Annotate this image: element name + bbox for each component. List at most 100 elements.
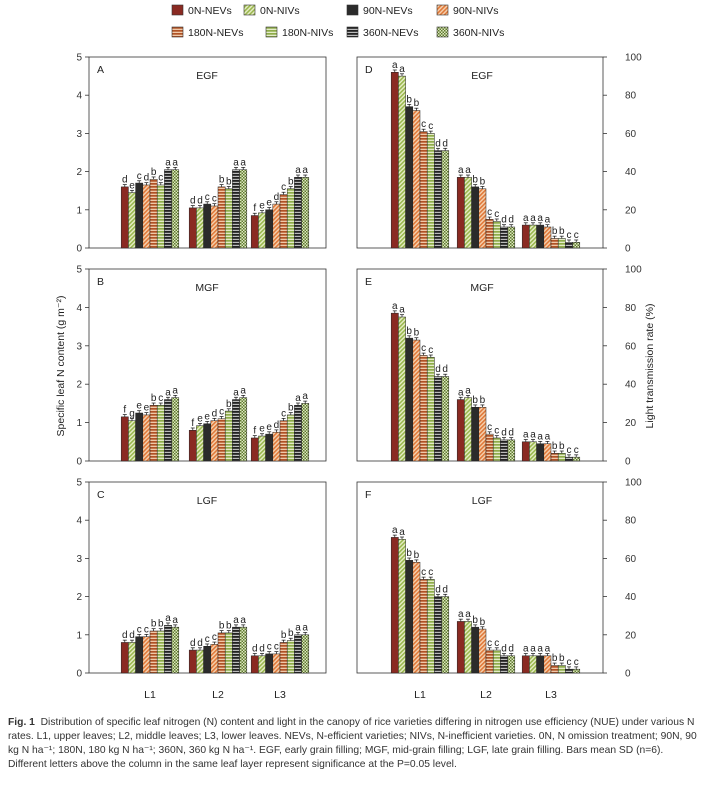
- bar: [557, 665, 566, 674]
- significance-letter: c: [219, 406, 224, 417]
- significance-letter: a: [458, 387, 464, 398]
- bar: [142, 414, 151, 462]
- bar: [456, 399, 465, 462]
- legend-label: 360N-NIVs: [453, 27, 504, 39]
- significance-letter: a: [530, 644, 536, 655]
- bar: [529, 655, 537, 674]
- y-tick-label: 80: [625, 516, 637, 527]
- significance-letter: d: [274, 420, 280, 431]
- significance-letter: a: [537, 644, 543, 655]
- significance-letter: a: [295, 165, 301, 176]
- bar: [224, 410, 233, 462]
- bar: [419, 131, 428, 249]
- bar: [426, 133, 435, 249]
- significance-letter: c: [487, 422, 492, 433]
- significance-letter: d: [501, 215, 507, 226]
- significance-letter: c: [487, 638, 492, 649]
- panel-letter: A: [97, 64, 104, 76]
- y-axis-label-right: Light transmission rate (%): [644, 304, 656, 429]
- bar: [536, 443, 545, 462]
- significance-letter: c: [212, 632, 217, 643]
- significance-letter: c: [574, 657, 579, 668]
- panel-title: EGF: [196, 70, 218, 82]
- bar: [258, 212, 266, 249]
- bar: [135, 636, 144, 674]
- bar: [550, 238, 559, 249]
- significance-letter: b: [406, 548, 412, 559]
- bar: [265, 653, 274, 674]
- bar: [441, 596, 450, 674]
- bar: [135, 182, 144, 249]
- significance-letter: a: [240, 385, 246, 396]
- bar: [572, 456, 581, 462]
- bar: [500, 655, 508, 674]
- x-tick-label: L2: [480, 689, 492, 701]
- significance-letter: a: [165, 387, 171, 398]
- bar: [128, 420, 136, 462]
- bar: [210, 420, 219, 462]
- legend-label: 360N-NEVs: [363, 27, 418, 39]
- bar: [210, 644, 219, 674]
- bar: [398, 539, 406, 674]
- bar: [426, 357, 435, 462]
- significance-letter: c: [137, 624, 142, 635]
- y-tick-label: 80: [625, 91, 637, 102]
- legend-swatch: [436, 4, 449, 16]
- significance-letter: d: [442, 138, 448, 149]
- bar: [412, 110, 421, 249]
- y-tick-label: 0: [625, 244, 631, 255]
- significance-letter: a: [537, 213, 543, 224]
- significance-letter: b: [226, 399, 232, 410]
- bar: [272, 203, 281, 249]
- bar: [164, 169, 172, 249]
- significance-letter: b: [158, 619, 164, 630]
- y-tick-label: 1: [76, 205, 82, 216]
- significance-letter: d: [212, 408, 218, 419]
- significance-letter: d: [508, 644, 514, 655]
- significance-letter: b: [480, 176, 486, 187]
- significance-letter: e: [259, 201, 265, 212]
- significance-letter: c: [281, 182, 286, 193]
- significance-letter: c: [574, 230, 579, 241]
- significance-letter: b: [288, 176, 294, 187]
- significance-letter: b: [151, 393, 157, 404]
- significance-letter: b: [406, 326, 412, 337]
- significance-letter: b: [559, 226, 565, 237]
- significance-letter: e: [144, 403, 150, 414]
- bar: [565, 456, 573, 462]
- y-tick-label: 4: [76, 303, 82, 314]
- bar: [456, 177, 465, 249]
- bar: [500, 439, 508, 462]
- panel-title: EGF: [471, 70, 493, 82]
- y-tick-label: 4: [76, 91, 82, 102]
- significance-letter: d: [197, 638, 203, 649]
- significance-letter: d: [252, 644, 258, 655]
- bar: [142, 184, 151, 249]
- significance-letter: c: [487, 207, 492, 218]
- significance-letter: c: [428, 567, 433, 578]
- significance-letter: d: [435, 584, 441, 595]
- significance-letter: c: [494, 426, 499, 437]
- bar: [301, 177, 310, 249]
- y-tick-label: 20: [625, 418, 637, 429]
- bar: [217, 418, 226, 462]
- chart-frame: [85, 56, 607, 674]
- significance-letter: a: [165, 613, 171, 624]
- significance-letter: a: [465, 609, 471, 620]
- bar: [405, 560, 414, 674]
- bar: [572, 242, 581, 249]
- significance-letter: d: [190, 196, 196, 207]
- legend-swatch: [346, 26, 359, 38]
- significance-letter: b: [219, 175, 225, 186]
- bar: [441, 150, 450, 249]
- bar: [294, 634, 302, 674]
- significance-letter: b: [288, 403, 294, 414]
- bar: [434, 150, 442, 249]
- significance-letter: c: [428, 121, 433, 132]
- bar: [171, 397, 180, 462]
- bar: [224, 632, 233, 674]
- bar: [543, 226, 552, 249]
- y-tick-label: 100: [625, 53, 642, 64]
- significance-letter: c: [494, 209, 499, 220]
